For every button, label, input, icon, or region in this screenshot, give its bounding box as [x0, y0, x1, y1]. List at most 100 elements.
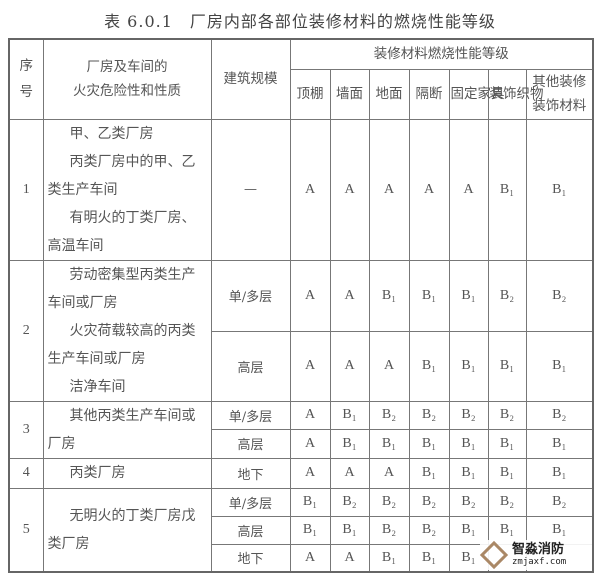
grade-cell: B₂ — [329, 487, 370, 517]
grade-cell: B₁ — [525, 428, 594, 459]
grade-cell: B₁ — [525, 515, 594, 545]
description-line: 其他丙类生产车间或 — [69, 407, 196, 424]
grade-cell: B₂ — [408, 487, 450, 517]
description-line: 类生产车间 — [47, 181, 118, 198]
grade-cell: B₂ — [368, 400, 410, 430]
grade-cell: A — [289, 330, 331, 402]
grade-cell: B₂ — [448, 487, 489, 517]
row-description: 无明火的丁类厂房戊 类厂房 — [42, 487, 212, 573]
table-row: 4 丙类厂房 地下 A A A B₁ B₁ B₁ B₁ — [8, 457, 594, 489]
table-row: 高层 B₁ B₁ B₂ B₂ B₁ B₁ B₁ — [9, 515, 594, 545]
grade-cell: B₁ — [408, 330, 450, 402]
header-no: 序号 — [8, 38, 44, 120]
grade-cell: A — [329, 457, 370, 489]
header-nature: 厂房及车间的 火灾危险性和性质 — [42, 38, 212, 120]
header-nature-line: 火灾危险性和性质 — [73, 83, 181, 100]
building-scale: — — [210, 118, 291, 261]
grade-cell: B₂ — [408, 400, 450, 430]
row-number: 4 — [8, 457, 44, 489]
grade-cell: A — [329, 330, 370, 402]
building-scale: 高层 — [210, 515, 291, 545]
watermark-name: 智淼消防 — [512, 542, 565, 557]
grade-cell: B₂ — [525, 259, 594, 332]
description-line: 火灾荷载较高的丙类 — [69, 322, 196, 339]
table-title: 表 6.0.1 厂房内部各部位装修材料的燃烧性能等级 — [104, 12, 496, 31]
header-col: 顶棚 — [289, 68, 331, 120]
grade-cell: B₂ — [525, 400, 594, 430]
description-line: 高温车间 — [47, 237, 104, 254]
header-col: 隔断 — [408, 68, 450, 120]
description-line: 劳动密集型丙类生产 — [69, 266, 196, 283]
description-line: 丙类厂房中的甲、乙 — [69, 153, 196, 170]
grade-cell: A — [289, 118, 331, 261]
grade-cell: B₂ — [368, 515, 410, 545]
grade-cell: B₁ — [487, 515, 527, 545]
row-number: 1 — [8, 118, 44, 261]
table-row: 2 劳动密集型丙类生产 车间或厂房 火灾荷载较高的丙类 生产车间或厂房 洁净车间 单/多层 A… — [8, 259, 594, 402]
grade-cell: A — [368, 457, 410, 489]
description-line: 厂房 — [47, 435, 76, 452]
grade-cell: B₁ — [487, 457, 527, 489]
grade-cell: A — [289, 457, 331, 489]
building-scale: 地下 — [210, 543, 291, 573]
grade-cell: A — [329, 543, 370, 573]
row-description: 劳动密集型丙类生产 车间或厂房 火灾荷载较高的丙类 生产车间或厂房 洁净车间 — [42, 259, 212, 402]
grade-cell: B₁ — [368, 428, 410, 459]
grade-cell: B₁ — [329, 400, 370, 430]
building-scale: 高层 — [210, 330, 291, 402]
grade-cell: B₂ — [487, 400, 527, 430]
grade-cell: A — [289, 428, 331, 459]
grade-cell: A — [408, 118, 450, 261]
building-scale: 单/多层 — [210, 259, 291, 332]
watermark-logo-icon — [479, 540, 509, 570]
grade-cell: B₂ — [448, 400, 489, 430]
description-line: 车间或厂房 — [47, 294, 118, 311]
grade-cell: B₂ — [487, 487, 527, 517]
grade-cell: B₂ — [408, 515, 450, 545]
header-col: 装饰织物 — [487, 68, 544, 120]
grade-cell: B₁ — [289, 487, 331, 517]
grade-cell: B₁ — [329, 515, 370, 545]
description-line: 有明火的丁类厂房、 — [69, 209, 196, 226]
grade-cell: A — [368, 330, 410, 402]
grade-cell: B₁ — [448, 330, 489, 402]
table-row: 1 甲、乙类厂房 丙类厂房中的甲、乙 类生产车间 有明火的丁类厂房、 高温车间 — A A A A A… — [8, 118, 594, 261]
description-line: 洁净车间 — [69, 378, 126, 395]
grade-cell: A — [329, 118, 370, 261]
grade-cell: B₁ — [448, 515, 489, 545]
grade-cell: B₁ — [408, 428, 450, 459]
grade-cell: A — [289, 400, 331, 430]
header-nature-line: 厂房及车间的 — [86, 59, 168, 76]
grade-cell: B₁ — [408, 543, 450, 573]
grade-cell: B₁ — [368, 543, 410, 573]
description-line: 丙类厂房 — [69, 465, 126, 481]
row-number: 2 — [8, 259, 44, 402]
grade-cell: B₁ — [289, 515, 331, 545]
header-scale: 建筑规模 — [210, 38, 291, 120]
grade-cell: B₁ — [448, 457, 489, 489]
grade-cell: B₁ — [408, 259, 450, 332]
grade-cell: B₁ — [448, 259, 489, 332]
grade-cell: A — [448, 118, 489, 261]
grade-cell: B₂ — [525, 487, 594, 517]
building-scale: 高层 — [210, 428, 291, 459]
row-description: 甲、乙类厂房 丙类厂房中的甲、乙 类生产车间 有明火的丁类厂房、 高温车间 — [42, 118, 212, 261]
building-scale: 单/多层 — [210, 400, 291, 430]
header-col: 固定家具 — [448, 68, 505, 120]
building-scale: 地下 — [210, 457, 291, 489]
grade-cell: B₁ — [487, 330, 527, 402]
fire-rating-table: 序号 厂房及车间的 火灾危险性和性质 建筑规模 装修材料燃烧性能等级 顶棚 墙面地… — [8, 38, 594, 573]
table-row: 3 其他丙类生产车间或 厂房 单/多层 A B₁ B₂ B₂ B₂ B₂ B₂ — [8, 400, 594, 459]
watermark: 智淼消防 zmjaxf.com — [479, 540, 592, 570]
grade-cell: B₁ — [487, 428, 527, 459]
row-description: 丙类厂房 — [42, 457, 212, 489]
grade-cell: A — [329, 259, 370, 332]
header-col: 墙面 — [329, 68, 370, 120]
row-number: 3 — [8, 400, 44, 459]
grade-cell: A — [289, 259, 331, 332]
grade-cell: B₁ — [448, 428, 489, 459]
building-scale: 单/多层 — [210, 487, 291, 517]
grade-cell: A — [289, 543, 331, 573]
table-row: 5 无明火的丁类厂房戊 类厂房 单/多层 B₁ B₂ B₂ B₂ B₂ B₂ B₂ — [8, 487, 594, 573]
grade-cell: B₁ — [329, 428, 370, 459]
